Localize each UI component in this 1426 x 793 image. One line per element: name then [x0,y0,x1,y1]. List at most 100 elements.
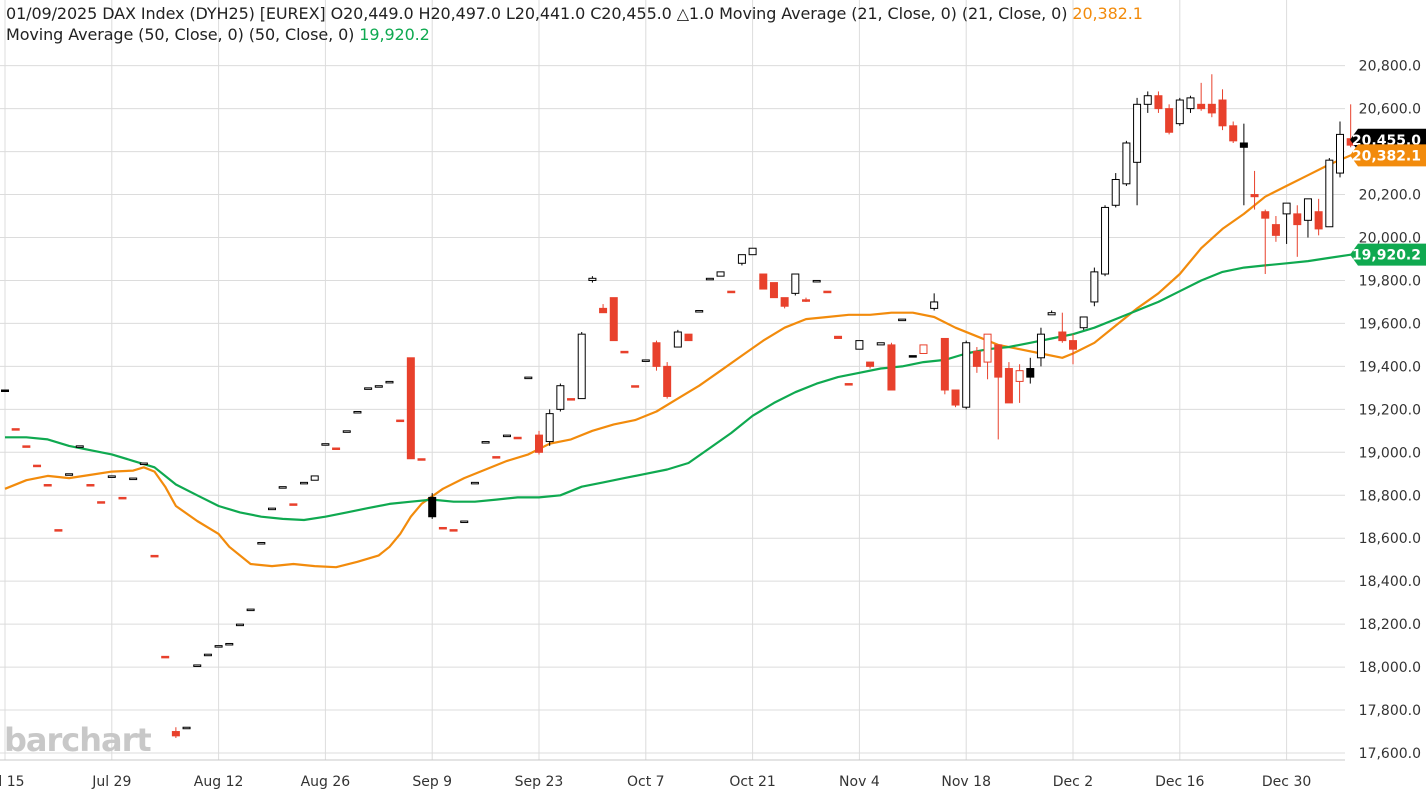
candle[interactable] [86,484,95,487]
candle[interactable] [524,376,533,380]
candle[interactable] [609,297,618,342]
candle[interactable] [470,481,479,485]
candle[interactable] [502,434,511,438]
candle[interactable] [727,290,736,294]
candle[interactable] [716,271,725,277]
candle[interactable] [1336,121,1344,178]
candle[interactable] [171,727,180,738]
candle[interactable] [1026,357,1035,384]
candle[interactable] [1122,140,1131,186]
candle[interactable] [22,445,31,448]
candle[interactable] [492,456,501,459]
candle[interactable] [1271,216,1280,242]
candle[interactable] [1229,121,1238,143]
candle[interactable] [1325,158,1334,228]
candle[interactable] [599,304,608,314]
candle[interactable] [1250,170,1259,210]
candle[interactable] [460,520,469,524]
candle[interactable] [1133,97,1142,206]
candle[interactable] [1047,310,1056,316]
candle[interactable] [1282,202,1291,244]
candle[interactable] [1069,334,1077,365]
candle[interactable] [1207,74,1216,118]
candle[interactable] [1175,97,1184,126]
candle[interactable] [289,503,298,506]
candle[interactable] [588,276,597,283]
candle[interactable] [577,332,586,400]
candle[interactable] [631,385,640,388]
candle[interactable] [919,344,928,354]
candle[interactable] [182,726,191,730]
candle[interactable] [107,475,116,478]
candle[interactable] [1090,267,1099,307]
candle[interactable] [834,335,843,339]
candle[interactable] [193,664,202,667]
candle[interactable] [1186,95,1195,113]
candle[interactable] [449,529,458,532]
candle[interactable] [866,361,875,369]
candle[interactable] [705,277,714,281]
candle[interactable] [1079,316,1088,330]
candle[interactable] [1111,173,1120,208]
candle[interactable] [118,496,127,500]
candle[interactable] [1015,364,1024,403]
candle[interactable] [823,290,832,294]
candle[interactable] [545,409,554,446]
candle[interactable] [150,554,159,558]
candle[interactable] [908,355,917,358]
candle[interactable] [812,279,821,283]
candle[interactable] [406,357,415,460]
candle[interactable] [695,310,704,313]
candle[interactable] [364,387,373,390]
candle[interactable] [1154,91,1163,113]
candle[interactable] [1293,205,1302,257]
candle[interactable] [1261,209,1270,275]
candle[interactable] [1101,205,1110,277]
candle[interactable] [1165,104,1174,135]
candle[interactable] [235,623,244,627]
candle[interactable] [855,340,864,350]
candle[interactable] [769,282,778,299]
candle[interactable] [97,501,106,504]
candle[interactable] [652,340,661,371]
candle[interactable] [1,389,9,393]
candle[interactable] [1058,312,1067,343]
candle[interactable] [737,254,746,266]
candle[interactable] [748,247,757,256]
candle[interactable] [246,608,255,612]
candle[interactable] [54,529,63,532]
candle[interactable] [278,486,287,489]
candle[interactable] [268,507,276,511]
candle[interactable] [513,436,522,440]
candle[interactable] [844,383,853,386]
candle[interactable] [1036,327,1045,367]
candle[interactable] [161,655,170,659]
candle[interactable] [898,318,907,322]
candle[interactable] [225,642,234,646]
candle[interactable] [535,430,543,455]
candle[interactable] [620,350,629,354]
candle[interactable] [802,297,810,302]
candle[interactable] [332,447,341,451]
candle[interactable] [876,342,885,346]
candle[interactable] [139,462,148,466]
candle[interactable] [75,445,84,448]
candle[interactable] [887,342,896,391]
candle[interactable] [438,526,447,530]
ma21-label[interactable]: Moving Average (21, Close, 0) [719,4,957,23]
candle[interactable] [396,419,405,423]
candle[interactable] [663,362,672,399]
candle[interactable] [930,293,939,311]
candle[interactable] [1143,91,1152,113]
candle[interactable] [33,464,42,468]
candle[interactable] [214,645,223,648]
candle[interactable] [1303,198,1312,238]
candle[interactable] [203,653,212,657]
ma50-label[interactable]: Moving Average (50, Close, 0) [6,25,244,44]
candle[interactable] [428,493,437,519]
candle[interactable] [951,389,960,408]
candle[interactable] [353,410,362,414]
candle[interactable] [940,337,949,395]
candle[interactable] [385,380,394,384]
candle[interactable] [300,481,309,485]
